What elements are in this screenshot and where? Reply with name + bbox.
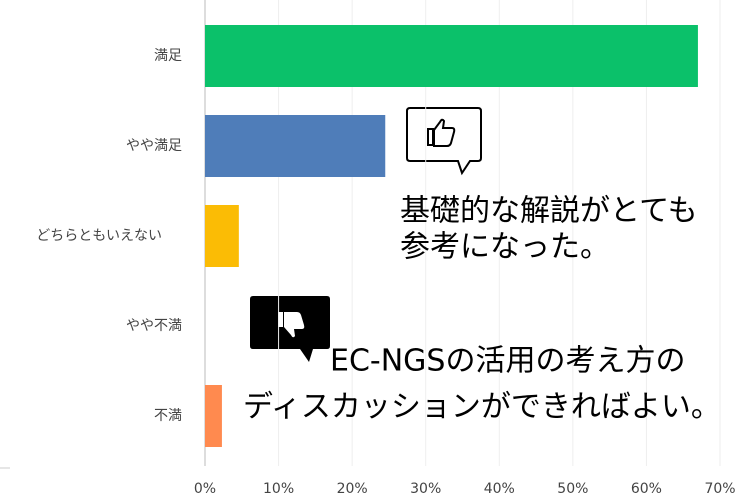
bar: [205, 205, 239, 267]
y-tick-label: どちらともいえない: [36, 228, 162, 244]
x-tick-label: 30%: [410, 481, 441, 497]
annotation: 基礎的な解説がとても: [400, 194, 698, 229]
y-tick-label: 満足: [154, 48, 182, 64]
thumbs-down-icon: [250, 296, 330, 362]
x-tick-label: 20%: [337, 481, 368, 497]
x-tick-label: 0%: [194, 481, 216, 497]
y-tick-label: 不満: [154, 408, 182, 424]
annotation: 参考になった。: [400, 230, 610, 265]
y-tick-label: やや満足: [126, 138, 182, 154]
annotation: EC-NGSの活用の考え方の: [330, 344, 685, 379]
x-tick-label: 50%: [557, 481, 588, 497]
y-tick-label: やや不満: [126, 318, 182, 334]
x-tick-label: 40%: [484, 481, 515, 497]
x-tick-label: 60%: [631, 481, 662, 497]
thumbs-up-icon: [406, 107, 482, 176]
bar: [205, 115, 386, 177]
x-tick-label: 10%: [263, 481, 294, 497]
annotation: ディスカッションができればよい。: [243, 390, 721, 425]
bar: [205, 25, 698, 87]
x-tick-label: 70%: [704, 481, 735, 497]
bar: [205, 385, 222, 447]
